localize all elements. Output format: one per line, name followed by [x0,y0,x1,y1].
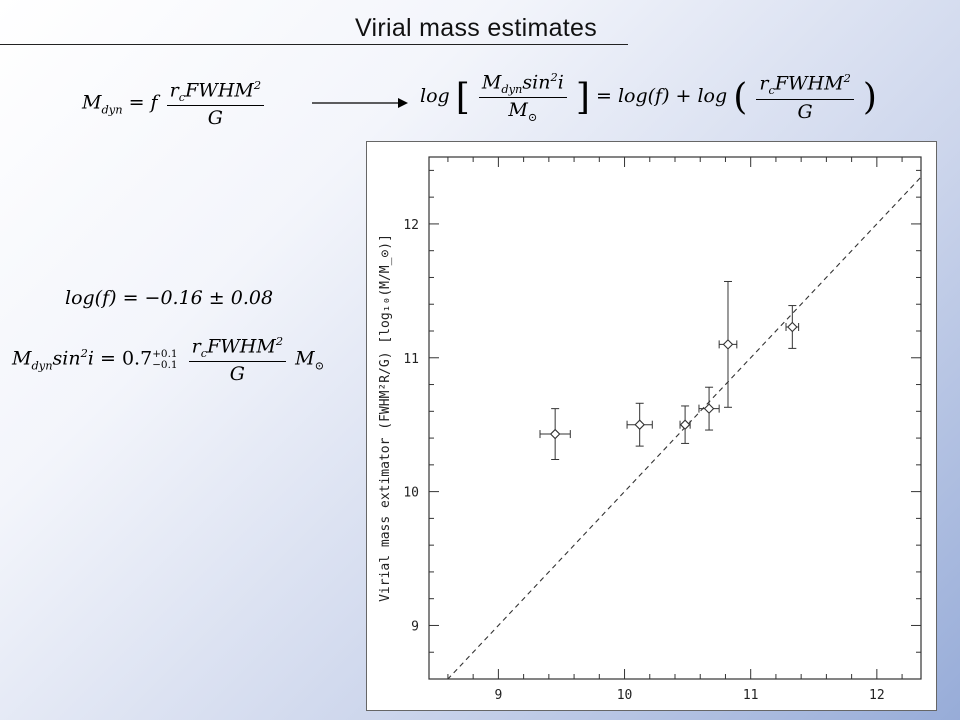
data-point-2 [634,419,645,430]
y-tick-label: 12 [403,218,419,233]
plot-frame [428,156,922,680]
formula-log-f: log(f) = −0.16 ± 0.08 [65,287,274,309]
x-tick-label: 9 [494,688,502,703]
slide-title: Virial mass estimates [355,14,598,42]
chart-panel: 91011129101112Model fit M_Dyn sin²(i) [l… [366,141,937,711]
arrow-icon [312,98,408,108]
y-tick-label: 11 [403,352,419,367]
x-tick-label: 12 [869,688,885,703]
formula-log-relation: log [ Mdynsin2i M⊙ ] = log(f) + log ( rc… [420,70,877,124]
title-underline [0,44,628,45]
data-point-4 [703,403,715,414]
data-point-1 [549,428,561,440]
x-tick-label: 11 [743,688,759,703]
data-point-6 [787,321,798,333]
one-to-one-reference-line [447,176,921,679]
formula-calibrated-mass: Mdynsin2i = 0.7 +0.1 −0.1 rcFWHM2 G M⊙ [12,334,325,386]
data-point-5 [722,339,734,350]
formula-mdyn-definition: Mdyn = f rcFWHM2 G [82,78,267,129]
data-point-3 [679,419,691,430]
scatter-chart: 91011129101112Model fit M_Dyn sin²(i) [l… [378,156,922,703]
y-tick-label: 10 [403,486,419,501]
y-axis-label: Virial mass extimator (FWHM²R/G) [log₁₀(… [378,234,393,602]
x-tick-label: 10 [617,688,633,703]
y-tick-label: 9 [411,619,419,634]
